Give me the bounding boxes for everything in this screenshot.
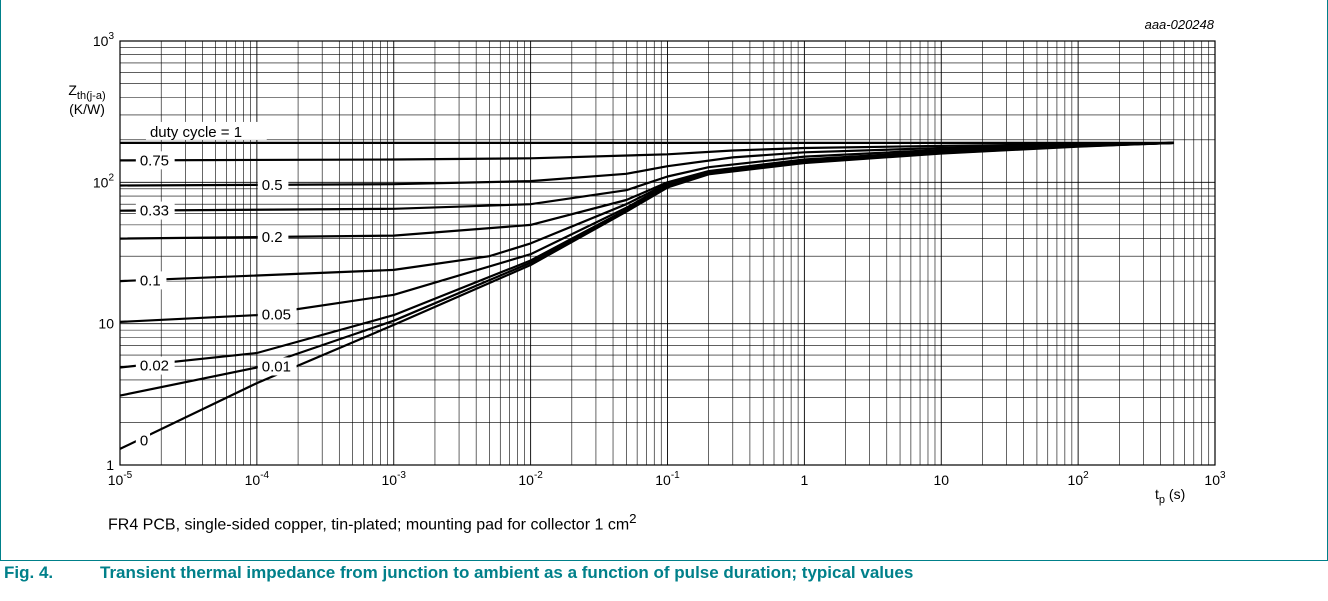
x-tick-label: 10-5 — [108, 470, 133, 488]
series-label: 0.2 — [262, 229, 283, 246]
y-axis-unit: (K/W) — [69, 101, 105, 117]
series-label: 0.05 — [262, 307, 291, 324]
series-label-bg — [257, 357, 297, 376]
curves — [119, 141, 1174, 450]
y-axis-label: Zth(j-a) — [68, 82, 105, 102]
series-label-bg — [257, 175, 289, 194]
series-label-bg — [135, 431, 151, 450]
x-tick-label: 10-1 — [655, 470, 680, 488]
note-text: FR4 PCB, single-sided copper, tin-plated… — [108, 516, 630, 534]
series-label-bg — [257, 305, 297, 324]
x-tick-label: 103 — [1204, 470, 1226, 488]
series-label-bg — [135, 151, 175, 170]
series-label: 0.02 — [140, 358, 169, 375]
series-label-bg — [257, 228, 289, 247]
series-label: 0 — [140, 432, 148, 449]
plot-border — [119, 40, 1216, 466]
x-tick-label: 102 — [1068, 470, 1090, 488]
axis-labels: Zth(j-a)(K/W) tp (s) — [68, 82, 1185, 506]
series-label-bg — [145, 121, 267, 140]
chart-note: FR4 PCB, single-sided copper, tin-plated… — [108, 511, 637, 534]
x-tick-label: 10-3 — [382, 470, 407, 488]
chart: duty cycle = 1 0.75 0.5 0.33 0.2 0.1 0.05 0.02 0… — [68, 31, 1226, 506]
series-line — [119, 141, 1174, 162]
series-label: 0.1 — [140, 272, 161, 289]
x-tick-label: 10-4 — [245, 470, 270, 488]
series-labels: duty cycle = 1 0.75 0.5 0.33 0.2 0.1 0.05 0.02 0… — [135, 121, 297, 450]
y-tick-label: 103 — [93, 31, 115, 49]
x-tick-label: 10-2 — [518, 470, 543, 488]
series-label-bg — [135, 271, 167, 290]
caption-number: Fig. 4. — [4, 563, 54, 582]
note-superscript: 2 — [629, 511, 637, 526]
series-label: duty cycle = 1 — [150, 124, 242, 141]
grid — [119, 40, 1216, 466]
series-label-bg — [135, 356, 175, 375]
caption-text: Transient thermal impedance from junctio… — [100, 563, 914, 582]
x-tick-label: 10 — [933, 472, 949, 488]
series-label: 0.5 — [262, 177, 283, 194]
y-tick-label: 1 — [106, 457, 114, 473]
x-tick-label: 1 — [800, 472, 808, 488]
series-label: 0.75 — [140, 152, 169, 169]
series-label: 0.33 — [140, 203, 169, 220]
figure-code: aaa-020248 — [1144, 17, 1214, 32]
figure-caption: Fig. 4. Transient thermal impedance from … — [4, 563, 913, 583]
y-tick-label: 102 — [93, 172, 115, 190]
y-tick-label: 10 — [98, 316, 114, 332]
series-label: 0.01 — [262, 358, 291, 375]
series-line — [119, 141, 1174, 450]
tick-labels: 10-5 10-4 10-3 10-2 10-1 1 10 102 103 1 10 102 103 — [93, 31, 1226, 488]
x-axis-label: tp (s) — [1155, 486, 1185, 506]
series-label-bg — [135, 201, 175, 220]
series-line — [119, 141, 1174, 283]
